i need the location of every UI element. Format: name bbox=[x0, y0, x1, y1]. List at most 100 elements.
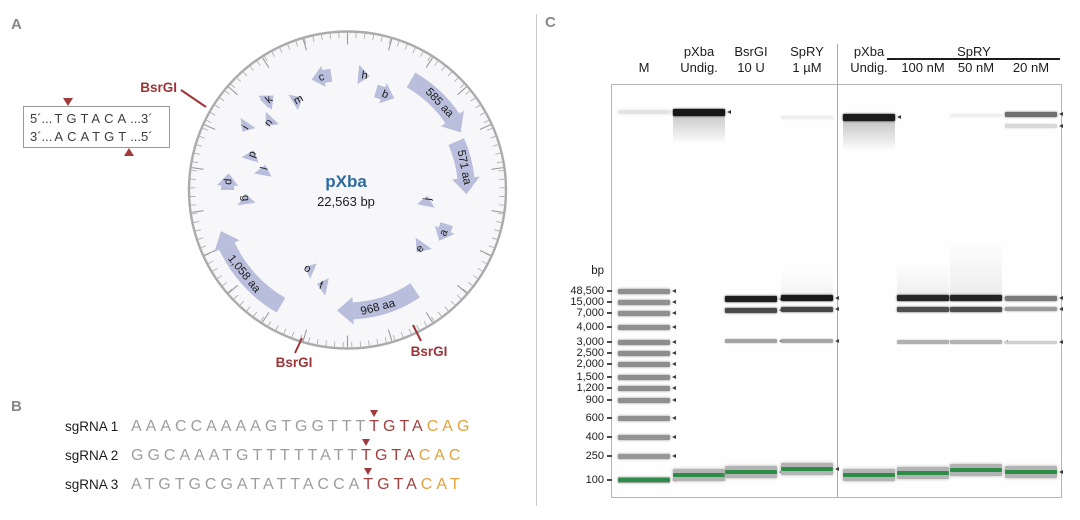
ladder-tick-dash bbox=[607, 376, 612, 378]
sgrna-pam: CAT bbox=[420, 475, 464, 493]
band-peak-tick bbox=[672, 397, 676, 402]
ladder-tick-dash bbox=[607, 479, 612, 481]
gel-band bbox=[781, 295, 833, 301]
gel-band bbox=[618, 361, 670, 367]
ladder-tick-dash bbox=[607, 455, 612, 457]
gene-arrowhead bbox=[357, 64, 370, 85]
band-peak-tick bbox=[897, 114, 901, 119]
gel-band bbox=[781, 467, 833, 471]
gene-label: h bbox=[361, 69, 369, 82]
gel-band bbox=[897, 471, 949, 475]
gene-arrow bbox=[352, 283, 420, 320]
bp-axis-label: bp bbox=[591, 265, 604, 277]
gene-arrow bbox=[322, 68, 333, 83]
ladder-tick-dash bbox=[607, 363, 612, 365]
gel-band bbox=[618, 434, 670, 440]
cut-site-triangle-bottom bbox=[124, 148, 134, 156]
band-peak-tick bbox=[1059, 111, 1063, 116]
band-peak-tick bbox=[672, 385, 676, 390]
band-peak-tick bbox=[672, 324, 676, 329]
ladder-label: 7,000 bbox=[576, 306, 604, 319]
ladder-tick-dash bbox=[607, 352, 612, 354]
ladder-label: 600 bbox=[585, 411, 604, 424]
gene-arrowhead bbox=[304, 263, 317, 279]
panel-b-label: B bbox=[11, 398, 22, 415]
band-peak-tick bbox=[672, 339, 676, 344]
gel-section-divider bbox=[837, 44, 838, 498]
bsrgi-enzyme-label: BsrGI bbox=[275, 355, 313, 370]
ladder-label: 2,500 bbox=[576, 346, 604, 359]
sgrna-protospacer: GGCAAATGTTTTTATT bbox=[131, 446, 362, 464]
band-peak-tick bbox=[672, 453, 676, 458]
cut-site-triangle-top bbox=[63, 98, 73, 106]
band-peak-tick bbox=[835, 306, 839, 311]
gel-band bbox=[897, 306, 949, 312]
ladder-label: 100 bbox=[585, 473, 604, 486]
ladder-label: 250 bbox=[585, 449, 604, 462]
band-peak-tick bbox=[672, 374, 676, 379]
band-peak-tick bbox=[1059, 339, 1063, 344]
lane-header-bottom: M bbox=[638, 60, 650, 75]
gene-arrowhead bbox=[237, 193, 256, 206]
band-peak-tick bbox=[672, 434, 676, 439]
band-peak-tick bbox=[835, 466, 839, 471]
gel-band bbox=[1005, 111, 1057, 117]
lane-header-bottom: Undig. bbox=[680, 60, 718, 75]
sgrna-protospacer: ATGTGCGATATTACCA bbox=[131, 475, 364, 493]
bsrgi-callout-line bbox=[180, 89, 207, 108]
recognition-top-strand: 5´... TGTACA ...3´ bbox=[30, 110, 153, 126]
gel-band bbox=[781, 115, 833, 119]
gel-band bbox=[725, 470, 777, 474]
gel-band bbox=[618, 350, 670, 356]
gene-arrow bbox=[448, 138, 475, 180]
lane-header-bottom: Undig. bbox=[850, 60, 888, 75]
gene-arrowhead bbox=[241, 150, 259, 163]
gel-smear bbox=[843, 121, 895, 151]
bsrgi-callout-line bbox=[294, 337, 303, 354]
bsrgi-enzyme-label: BsrGI bbox=[410, 344, 448, 359]
band-peak-tick bbox=[672, 350, 676, 355]
gene-arrow bbox=[438, 222, 453, 233]
gene-label: l bbox=[259, 166, 271, 171]
gel-band bbox=[618, 288, 670, 294]
gene-arrow bbox=[219, 242, 286, 313]
gel-band bbox=[725, 296, 777, 302]
band-peak-tick bbox=[672, 299, 676, 304]
sgrna-pam: CAG bbox=[426, 417, 474, 435]
gene-label: i bbox=[240, 123, 252, 131]
gel-band bbox=[781, 306, 833, 312]
ladder-tick-dash bbox=[607, 387, 612, 389]
gene-label: g bbox=[239, 195, 251, 202]
gel-band bbox=[618, 299, 670, 305]
cut-site-triangle bbox=[364, 467, 373, 475]
gene-arrowhead bbox=[265, 111, 279, 126]
band-peak-tick bbox=[835, 295, 839, 300]
sgrna-label: sgRNA 1 bbox=[65, 419, 119, 434]
ladder-tick-dash bbox=[607, 290, 612, 292]
lane-header-bottom: 100 nM bbox=[901, 60, 945, 75]
band-peak-tick bbox=[672, 361, 676, 366]
gene-arrowhead bbox=[214, 231, 240, 253]
gel-band bbox=[618, 415, 670, 421]
gel-band bbox=[618, 385, 670, 391]
gene-arrowhead bbox=[216, 173, 239, 186]
gene-label: p bbox=[246, 149, 259, 159]
ladder-label: 15,000 bbox=[570, 295, 604, 308]
cut-site-triangle bbox=[370, 409, 379, 417]
ladder-label: 3,000 bbox=[576, 335, 604, 348]
recognition-bottom-strand: 3´... ACATGT ...5´ bbox=[30, 128, 153, 144]
gel-band bbox=[1005, 307, 1057, 311]
panel-a-label: A bbox=[11, 16, 22, 33]
band-peak-tick bbox=[672, 288, 676, 293]
gene-label: b bbox=[380, 88, 390, 101]
gene-arrow bbox=[406, 72, 460, 124]
gel-band bbox=[1005, 470, 1057, 474]
gel-band bbox=[618, 110, 670, 114]
ladder-tick-dash bbox=[607, 436, 612, 438]
gene-arrow bbox=[374, 84, 386, 100]
gene-arrowhead bbox=[311, 66, 326, 87]
gel-band bbox=[950, 340, 1002, 344]
gene-label: d bbox=[222, 178, 234, 185]
